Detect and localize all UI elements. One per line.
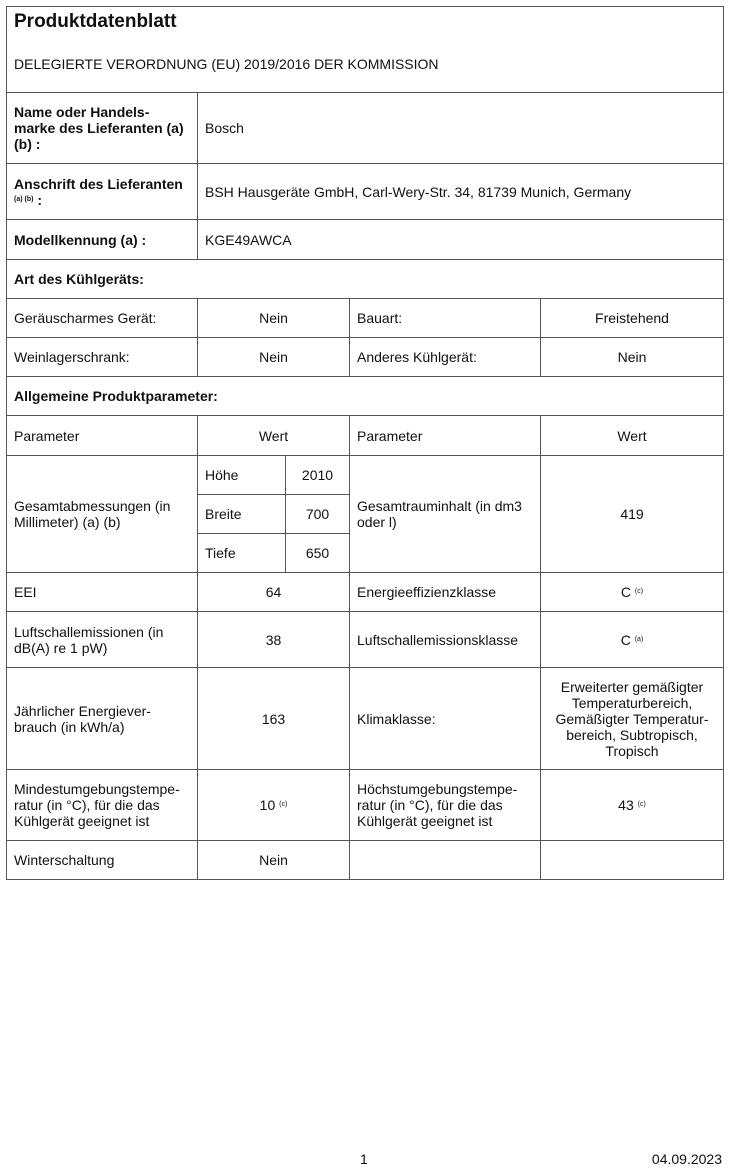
volume-value: 419 [540,455,724,573]
dimension-name: Tiefe [197,533,286,573]
noise-class-sup: (a) [634,635,644,643]
eei-value: 64 [197,572,350,612]
energy-class-sup: (c) [634,588,644,595]
col-header-param: Parameter [6,415,198,456]
min-temp-cell: 10 (c) [197,769,350,841]
type-label: Anderes Kühlgerät: [349,337,541,377]
empty-cell [349,840,541,880]
type-label: Bauart: [349,298,541,338]
type-value: Nein [540,337,724,377]
dimension-value: 650 [285,533,350,573]
address-label-text: Anschrift des Lieferanten [14,175,183,192]
consumption-label: Jährlicher Energiever-brauch (in kWh/a) [6,667,198,770]
max-temp-value: 43 [618,797,634,813]
type-label: Weinlagerschrank: [6,337,198,377]
winter-value: Nein [197,840,350,880]
page-number: 1 [360,1151,368,1167]
max-temp-label: Höchstumgebungstempe-ratur (in °C), für … [349,769,541,841]
volume-label: Gesamtrauminhalt (in dm3 oder l) [349,455,541,573]
document-date: 04.09.2023 [651,1151,722,1167]
noise-class-value: C [620,631,631,648]
col-header-param: Parameter [349,415,541,456]
product-data-sheet: Produktdatenblatt DELEGIERTE VERORDNUNG … [6,6,724,880]
climate-value: Erweiterter gemäßigter Temperaturbereich… [540,667,724,770]
dimension-name: Höhe [197,455,286,495]
supplier-address-label: Anschrift des Lieferanten (a) (b) : [6,163,198,220]
noise-value: 38 [197,611,350,668]
eei-label: EEI [6,572,198,612]
type-value: Nein [197,337,350,377]
energy-class-cell: C (c) [540,572,724,612]
dimension-name: Breite [197,494,286,534]
col-header-value: Wert [197,415,350,456]
climate-label: Klimaklasse: [349,667,541,770]
col-header-value: Wert [540,415,724,456]
page-title: Produktdatenblatt [14,10,177,32]
noise-class-cell: C (a) [540,611,724,668]
model-value: KGE49AWCA [197,219,724,260]
empty-cell [540,840,724,880]
header-cell: Produktdatenblatt DELEGIERTE VERORDNUNG … [6,6,724,93]
energy-class-value: C [620,584,632,600]
type-heading: Art des Kühlgeräts: [6,259,724,299]
energy-class-label: Energieeffizienzklasse [349,572,541,612]
supplier-name-label: Name oder Handels-marke des Lieferanten … [6,92,198,164]
type-value: Nein [197,298,350,338]
max-temp-cell: 43 (c) [540,769,724,841]
address-colon: : [37,191,43,208]
dimension-value: 700 [285,494,350,534]
min-temp-label: Mindestumgebungstempe-ratur (in °C), für… [6,769,198,841]
address-sup: (a) (b) [14,195,34,203]
model-label: Modellkennung (a) : [6,219,198,260]
noise-label: Luftschallemissionen (in dB(A) re 1 pW) [6,611,198,668]
supplier-address-value: BSH Hausgeräte GmbH, Carl-Wery-Str. 34, … [197,163,724,220]
consumption-value: 163 [197,667,350,770]
dimension-value: 2010 [285,455,350,495]
type-value: Freistehend [540,298,724,338]
min-temp-sup: (c) [279,801,288,808]
supplier-name-value: Bosch [197,92,724,164]
min-temp-value: 10 [259,797,276,813]
params-heading: Allgemeine Produktparameter: [6,376,724,416]
regulation-subtitle: DELEGIERTE VERORDNUNG (EU) 2019/2016 DER… [14,55,439,72]
winter-label: Winterschaltung [6,840,198,880]
dimensions-label: Gesamtabmessungen (in Millimeter) (a) (b… [6,455,198,573]
noise-class-label: Luftschallemissionsklasse [349,611,541,668]
type-label: Geräuscharmes Gerät: [6,298,198,338]
max-temp-sup: (c) [637,801,646,808]
